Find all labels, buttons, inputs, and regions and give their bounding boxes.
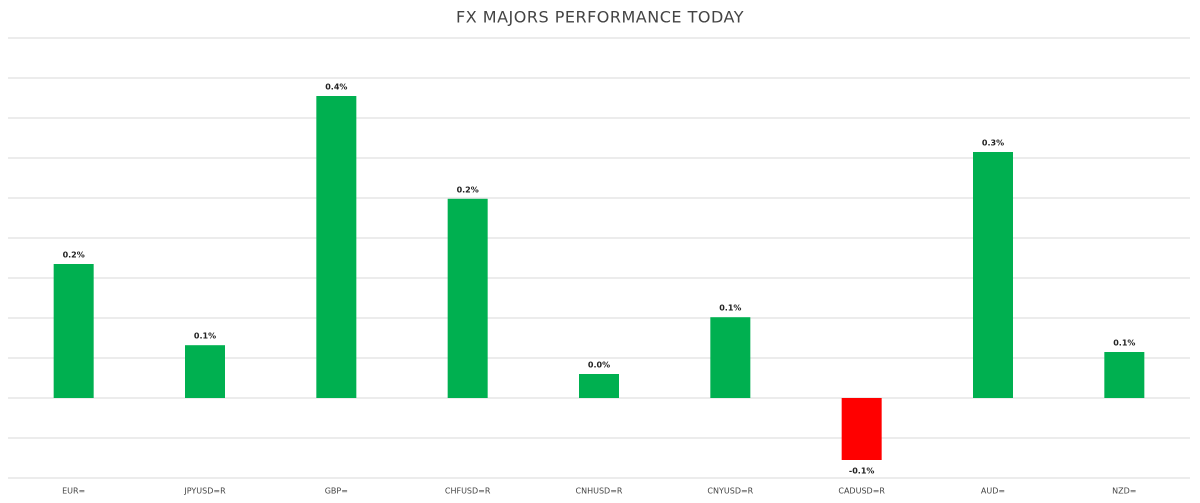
bar: [579, 374, 619, 398]
x-tick-label: EUR=: [62, 487, 85, 496]
x-tick-label: CADUSD=R: [838, 487, 885, 496]
bar: [447, 198, 488, 398]
x-tick-label: JPYUSD=R: [183, 487, 226, 496]
x-tick-label: AUD=: [981, 487, 1005, 496]
bar: [53, 264, 94, 398]
bar: [316, 96, 357, 398]
x-tick-label: CNYUSD=R: [707, 487, 753, 496]
x-tick-label: NZD=: [1112, 487, 1136, 496]
x-tick-label: CHFUSD=R: [445, 487, 491, 496]
value-label: 0.1%: [194, 332, 216, 341]
x-tick-label: CNHUSD=R: [576, 487, 623, 496]
value-label: 0.0%: [588, 361, 610, 370]
bar: [1104, 352, 1145, 398]
value-label: 0.1%: [719, 304, 741, 313]
x-tick-label: GBP=: [325, 487, 348, 496]
value-label: -0.1%: [849, 467, 875, 476]
value-label: 0.2%: [457, 185, 479, 194]
bar: [185, 345, 225, 398]
bar: [841, 398, 882, 460]
value-label: 0.3%: [982, 139, 1004, 148]
bar: [710, 317, 751, 398]
bar: [973, 152, 1013, 398]
value-label: 0.1%: [1113, 339, 1135, 348]
value-label: 0.2%: [63, 251, 85, 260]
value-label: 0.4%: [325, 83, 347, 92]
chart-title: FX MAJORS PERFORMANCE TODAY: [456, 8, 744, 27]
